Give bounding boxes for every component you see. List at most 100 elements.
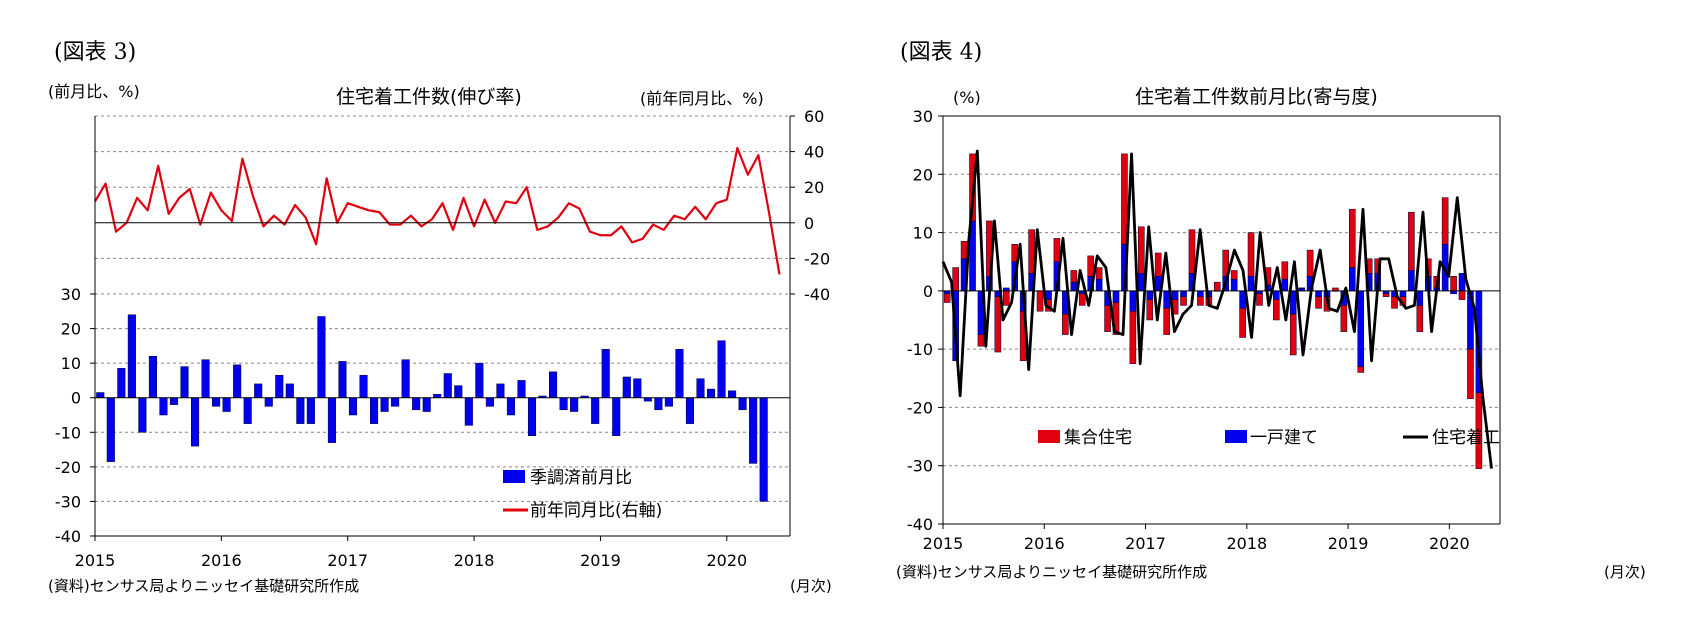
fig4-bar-multi-family bbox=[1391, 296, 1398, 309]
fig3-x-tick-label: 2018 bbox=[454, 551, 495, 570]
fig4-bar-multi-family bbox=[1408, 211, 1415, 271]
fig4-bar-multi-family bbox=[1222, 249, 1230, 277]
fig3-bar bbox=[454, 385, 463, 398]
fig3-legend-swatch-bar bbox=[503, 470, 525, 483]
fig3-title: 住宅着工件数(伸び率) bbox=[336, 86, 522, 108]
fig4-bar-multi-family bbox=[1357, 366, 1365, 373]
fig3-bar bbox=[443, 373, 452, 398]
fig4-legend-label-single: 一戸建て bbox=[1250, 428, 1318, 448]
fig4-bar-single-family bbox=[1146, 290, 1154, 300]
fig4-bar-single-family bbox=[1416, 290, 1424, 306]
fig4-bar-single-family bbox=[1070, 281, 1078, 292]
fig3-left-tick-label: 10 bbox=[61, 354, 81, 373]
fig4-bar-multi-family bbox=[952, 267, 959, 292]
fig3-bar bbox=[338, 361, 347, 398]
fig4-label: (図表 4) bbox=[900, 40, 983, 65]
fig3-x-tick-label: 2019 bbox=[580, 551, 621, 570]
fig3-bar bbox=[422, 397, 431, 412]
fig3-bar bbox=[180, 366, 189, 398]
fig3-legend-label-line: 前年同月比(右軸) bbox=[530, 501, 662, 521]
fig3-bar bbox=[570, 397, 579, 412]
fig3-bar bbox=[391, 397, 400, 407]
fig3-bar bbox=[412, 397, 421, 411]
fig4-bar-multi-family bbox=[1467, 348, 1474, 399]
fig4-y-tick-label: -10 bbox=[907, 340, 933, 359]
fig4-y-tick-label: -20 bbox=[907, 398, 933, 417]
fig4-legend-label-total: 住宅着工 bbox=[1432, 428, 1500, 448]
fig4-x-tick-label: 2019 bbox=[1328, 534, 1369, 553]
fig4-bar-multi-family bbox=[1340, 305, 1348, 332]
fig4-bar-multi-family bbox=[1180, 296, 1187, 306]
fig4-bar-multi-family bbox=[1349, 209, 1356, 268]
fig4-legend-swatch-multi bbox=[1038, 430, 1060, 443]
fig4-bar-single-family bbox=[1247, 276, 1255, 292]
fig3-bar bbox=[380, 397, 389, 412]
fig4-source: (資料)センサス局よりニッセイ基礎研究所作成 bbox=[896, 563, 1208, 581]
fig3-bar bbox=[464, 397, 473, 426]
fig3-label: (図表 3) bbox=[54, 40, 137, 65]
fig4-y-tick-label: -40 bbox=[907, 515, 933, 534]
fig4-bar-multi-family bbox=[960, 241, 968, 260]
fig4-x-tick-label: 2016 bbox=[1024, 534, 1065, 553]
fig4-bar-multi-family bbox=[1416, 305, 1424, 332]
fig3-right-tick-label: 20 bbox=[804, 178, 824, 197]
fig3-bar bbox=[317, 316, 326, 398]
fig3-bar bbox=[285, 383, 294, 398]
fig4-bar-multi-family bbox=[1053, 238, 1061, 262]
fig4-bar-single-family bbox=[1197, 290, 1204, 297]
fig3-bar bbox=[506, 397, 515, 416]
fig4-bar-multi-family bbox=[977, 334, 985, 347]
fig3-bar bbox=[359, 374, 368, 398]
fig3-bar bbox=[106, 397, 115, 462]
fig3-bar bbox=[190, 397, 200, 447]
fig4-x-tick-label: 2017 bbox=[1125, 534, 1166, 553]
fig3-bar bbox=[696, 378, 705, 398]
fig3-yoy-line bbox=[94, 146, 781, 275]
fig3-bar bbox=[549, 371, 558, 398]
fig3-bar bbox=[212, 397, 221, 407]
fig4-bar-multi-family bbox=[1062, 313, 1069, 335]
fig4-bar-multi-family bbox=[1441, 197, 1449, 245]
fig4-x-tick-label: 2020 bbox=[1429, 534, 1470, 553]
fig3-left-tick-label: -40 bbox=[55, 527, 81, 546]
fig3-right-tick-label: 40 bbox=[804, 143, 824, 162]
fig4-bar-multi-family bbox=[1003, 290, 1010, 306]
fig3-bar bbox=[685, 397, 695, 424]
fig3-bar bbox=[591, 397, 600, 424]
fig3-left-tick-label: 0 bbox=[71, 389, 81, 408]
fig4-bar-multi-family bbox=[1213, 281, 1221, 292]
fig4-bar-multi-family bbox=[943, 293, 951, 303]
fig3-bar bbox=[96, 392, 105, 398]
fig4-bar-single-family bbox=[1171, 290, 1179, 300]
fig4-bar-multi-family bbox=[1095, 267, 1103, 280]
fig3-bar bbox=[401, 359, 410, 398]
fig3-right-tick-label: -40 bbox=[804, 285, 830, 304]
fig4-bar-multi-family bbox=[1298, 287, 1305, 289]
fig3-right-unit: (前年同月比、%) bbox=[640, 89, 764, 108]
fig4-legend-label-multi: 集合住宅 bbox=[1064, 428, 1132, 448]
fig3-bar bbox=[117, 368, 126, 398]
fig3-right-tick-label: -20 bbox=[804, 249, 830, 268]
fig3-bar bbox=[127, 314, 136, 398]
fig3-bar bbox=[675, 349, 684, 398]
fig3-left-tick-label: -10 bbox=[55, 423, 81, 442]
fig4-bar-single-family bbox=[1129, 290, 1137, 312]
fig3-legend-label-bar: 季調済前月比 bbox=[530, 468, 632, 488]
fig3-bar bbox=[559, 397, 568, 411]
fig3-left-tick-label: -30 bbox=[55, 492, 81, 511]
fig3-bar bbox=[654, 397, 663, 411]
fig3-chart: -40 -30 -20 -10 0 10 20 30 -40 -20 0 20 40 60 2015 2016… bbox=[55, 107, 830, 570]
fig4-bar-single-family bbox=[1399, 290, 1407, 297]
fig4-bar-multi-family bbox=[1129, 311, 1137, 364]
fig3-x-unit: (月次) bbox=[790, 577, 832, 595]
fig4-bar-multi-family bbox=[1382, 293, 1390, 297]
fig4-chart: -40 -30 -20 -10 0 10 20 30 2015 2016 2017 2018 2019 2… bbox=[907, 107, 1501, 553]
fig3-x-tick-label: 2015 bbox=[75, 551, 116, 570]
fig4-bar-single-family bbox=[1230, 278, 1238, 292]
fig4-bar-single-family bbox=[1163, 290, 1170, 309]
fig4-x-tick-label: 2015 bbox=[923, 534, 964, 553]
fig4-bar-multi-family bbox=[1087, 255, 1094, 277]
fig4-bar-multi-family bbox=[1306, 249, 1314, 277]
fig4-title: 住宅着工件数前月比(寄与度) bbox=[1135, 86, 1378, 108]
fig4-bar-multi-family bbox=[1289, 313, 1297, 356]
